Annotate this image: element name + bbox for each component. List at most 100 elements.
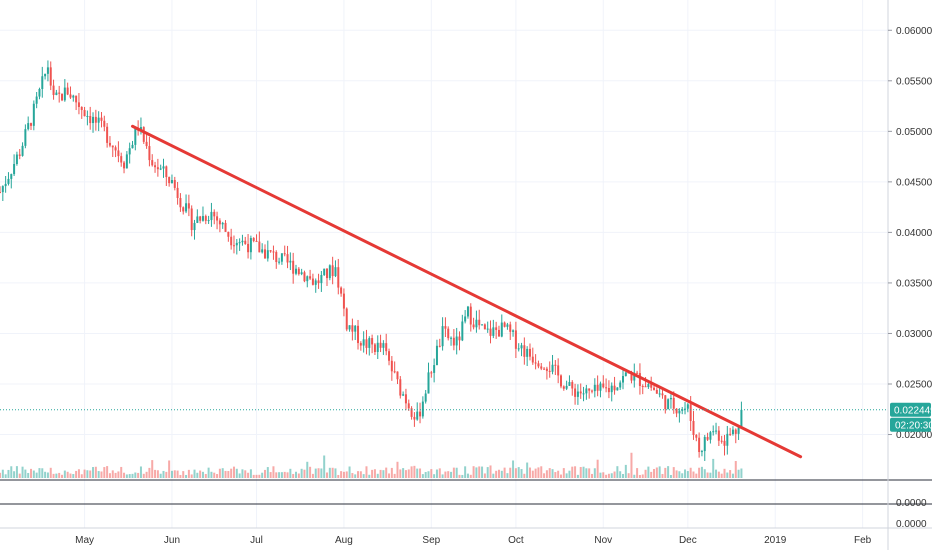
candle	[86, 110, 89, 126]
candle	[35, 91, 38, 109]
candle	[447, 326, 450, 341]
candle	[703, 434, 706, 461]
candle	[351, 318, 354, 341]
candle	[571, 380, 574, 396]
candle	[185, 194, 188, 214]
volume-bar	[137, 472, 140, 478]
candle	[396, 371, 399, 385]
candle	[379, 334, 382, 353]
candle	[46, 60, 49, 82]
volume-bar	[655, 467, 658, 478]
volume-bar	[715, 469, 718, 478]
candle	[44, 73, 47, 80]
volume-bar	[224, 470, 227, 478]
candle	[252, 237, 255, 243]
volume-bar	[300, 468, 303, 478]
volume-bar	[86, 470, 89, 478]
candle	[382, 340, 385, 355]
volume-bar	[190, 474, 193, 478]
volume-bar	[636, 468, 639, 478]
candle	[275, 250, 278, 269]
candle	[554, 360, 557, 375]
volume-bar	[283, 471, 286, 478]
volume-bar	[61, 474, 64, 478]
volume-bar	[703, 469, 706, 478]
volume-bar	[244, 470, 247, 478]
volume-bar	[241, 469, 244, 478]
volume-bar	[261, 472, 264, 478]
volume-bar	[111, 470, 114, 478]
volume-bar	[94, 466, 97, 478]
candle	[263, 244, 266, 259]
candle	[452, 329, 455, 351]
candle	[664, 394, 667, 414]
volume-bar	[548, 468, 551, 478]
volume-bar	[255, 474, 258, 478]
time-axis[interactable]: May Jun Jul Aug Sep Oct Nov Dec 2019 Feb	[75, 535, 872, 546]
volume-bar	[309, 466, 312, 478]
volume-bar	[72, 474, 75, 478]
candle	[557, 358, 560, 384]
volume-bar	[585, 468, 588, 478]
volume-bar	[201, 471, 204, 478]
candle	[610, 382, 613, 402]
volume-bar	[331, 467, 334, 478]
volume-bar	[650, 471, 653, 478]
candle	[686, 402, 689, 413]
candle	[72, 94, 75, 102]
volume-bar	[523, 473, 526, 478]
candle	[303, 270, 306, 283]
candle	[641, 384, 644, 395]
candle	[548, 361, 551, 378]
volume-bar	[633, 474, 636, 478]
candle	[404, 388, 407, 411]
volume-bar	[168, 460, 171, 478]
volume-bar	[528, 467, 531, 478]
candle	[300, 268, 303, 276]
volume-bar	[348, 466, 351, 478]
volume-bar	[97, 471, 100, 478]
volume-bar	[83, 469, 86, 478]
candle	[362, 331, 365, 353]
volume-bar	[193, 469, 196, 478]
candle	[213, 209, 216, 225]
volume-bar	[404, 470, 407, 478]
volume-bar	[247, 472, 250, 478]
volume-bar	[120, 466, 123, 478]
candle	[244, 236, 247, 245]
current-price-value: 0.022449	[894, 405, 932, 416]
candle	[199, 215, 202, 224]
candle	[562, 385, 565, 391]
volume-bar	[139, 466, 142, 478]
volume-bar	[18, 473, 21, 478]
candle	[323, 268, 326, 276]
candle	[700, 449, 703, 457]
volume-bar	[622, 473, 625, 478]
volume-bar	[393, 473, 396, 478]
indicator-tick-label: 0.0000	[896, 498, 927, 509]
candle	[717, 426, 720, 446]
volume-bar	[373, 469, 376, 478]
candle	[4, 176, 7, 193]
volume-bar	[154, 469, 157, 478]
candle	[579, 383, 582, 399]
volume-bar	[610, 473, 613, 478]
candle	[97, 111, 100, 132]
candle	[190, 205, 193, 237]
volume-bar	[323, 455, 326, 478]
trendline[interactable]	[130, 124, 803, 459]
candle	[385, 333, 388, 356]
volume-bar	[328, 467, 331, 478]
volume-bar	[278, 472, 281, 478]
volume-bar	[108, 473, 111, 478]
volume-bar	[66, 471, 69, 478]
candle	[89, 106, 92, 130]
volume-bar	[63, 470, 66, 478]
candle	[430, 370, 433, 378]
volume-bar	[35, 472, 38, 478]
candle	[489, 320, 492, 344]
candle	[306, 275, 309, 288]
